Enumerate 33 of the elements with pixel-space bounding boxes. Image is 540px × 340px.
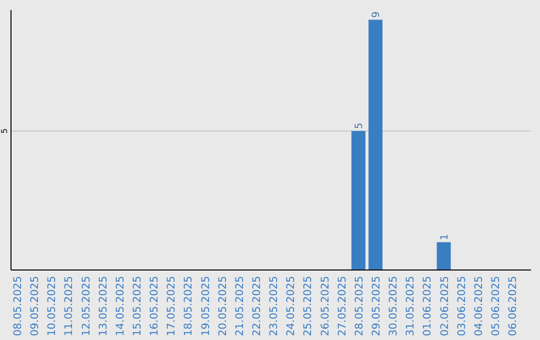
x-tick-label: 08.05.2025 [12,276,24,336]
x-tick-label: 11.05.2025 [63,276,76,336]
data-label: 9 [371,11,382,18]
x-tick-label: 06.06.2025 [507,276,520,336]
x-tick-label: 18.05.2025 [182,276,195,336]
x-tick-label: 13.05.2025 [97,276,110,336]
x-tick-label: 03.06.2025 [456,276,468,336]
x-tick-label: 16.05.2025 [148,276,161,336]
x-tick-label: 26.05.2025 [319,276,332,336]
x-tick-label: 17.05.2025 [166,276,178,336]
x-tick-label: 01.06.2025 [422,276,434,336]
x-tick-label: 30.05.2025 [388,276,400,336]
x-tick-label: 10.05.2025 [46,276,58,336]
x-tick-label: 25.05.2025 [302,276,314,336]
x-tick-label: 22.05.2025 [251,276,264,336]
x-tick-label: 15.05.2025 [132,276,144,336]
x-tick-label: 23.05.2025 [268,276,280,336]
x-tick-label: 20.05.2025 [216,276,229,336]
x-tick-label: 24.05.2025 [285,276,298,336]
x-tick-label: 14.05.2025 [114,276,126,336]
x-tick-label: 09.05.2025 [29,276,42,336]
data-label: 1 [439,234,450,240]
x-tick-label: 04.06.2025 [472,276,485,336]
x-tick-label: 12.05.2025 [80,276,92,336]
x-tick-label: 27.05.2025 [336,276,348,336]
x-tick-label: 28.05.2025 [353,276,366,336]
x-tick-label: 31.05.2025 [404,276,417,336]
data-label: 5 [354,122,365,129]
x-tick-label: 29.05.2025 [370,276,383,336]
x-tick-label: 02.06.2025 [438,276,451,336]
x-tick-label: 21.05.2025 [234,276,246,336]
x-tick-label: 05.06.2025 [490,276,502,336]
x-tick-label: 19.05.2025 [200,276,212,336]
